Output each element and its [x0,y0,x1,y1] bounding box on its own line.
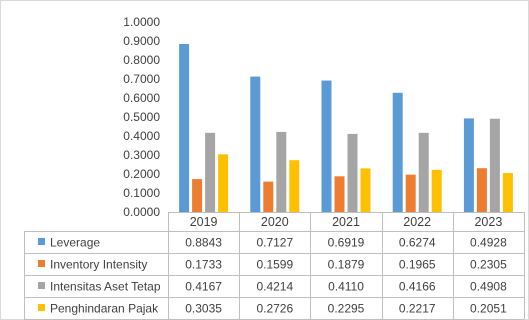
bar-leverage [321,80,332,212]
y-tick-label: 0.2000 [123,167,160,181]
bar-intensitas-aset-tetap [489,118,500,212]
bar-intensitas-aset-tetap [418,132,429,212]
table-cell-value: 0.1879 [328,258,365,272]
y-tick-label: 0.9000 [123,34,160,48]
bar-inventory-intensity [334,176,345,212]
y-tick-label: 0.1000 [123,186,160,200]
legend-key [38,260,45,267]
y-tick-label: 0.7000 [123,72,160,86]
x-tick-label: 2019 [190,215,218,229]
bar-leverage [392,92,403,212]
y-tick-label: 1.0000 [123,15,160,29]
bar-intensitas-aset-tetap [276,131,287,212]
bar-penghindaran-pajak [502,173,513,212]
table-cell-value: 0.2051 [470,302,507,316]
legend-label: Leverage [50,236,100,250]
legend-label: Intensitas Aset Tetap [50,280,161,294]
table-cell-value: 0.2295 [328,302,365,316]
bar-penghindaran-pajak [431,169,442,212]
x-tick-label: 2023 [474,215,502,229]
table-cell-value: 0.7127 [256,236,293,250]
y-tick-label: 0.0000 [123,205,160,219]
table-cell-value: 0.6274 [399,236,436,250]
y-tick-label: 0.4000 [123,129,160,143]
legend-key [38,238,45,245]
bar-leverage [250,76,261,212]
table-cell-value: 0.4908 [470,280,507,294]
bar-penghindaran-pajak [289,160,300,212]
x-tick-label: 2021 [332,215,360,229]
table-cell-value: 0.8843 [185,236,222,250]
y-tick-label: 0.6000 [123,91,160,105]
table-cell-value: 0.4110 [328,280,364,294]
bar-inventory-intensity [405,174,416,212]
table-cell-value: 0.4167 [185,280,222,294]
table-cell-value: 0.4928 [470,236,507,250]
table-cell-value: 0.2305 [470,258,507,272]
bar-inventory-intensity [476,168,487,212]
bars [179,43,513,212]
x-tick-label: 2022 [403,215,431,229]
bar-inventory-intensity [263,181,274,212]
table-cell-value: 0.4166 [399,280,436,294]
table-cell-value: 0.1733 [185,258,222,272]
table-cell-value: 0.4214 [256,280,293,294]
bar-intensitas-aset-tetap [347,133,358,212]
y-tick-label: 0.5000 [123,110,160,124]
table-cell-value: 0.1965 [399,258,436,272]
bar-penghindaran-pajak [360,168,371,212]
legend-label: Inventory Intensity [50,258,147,272]
bar-inventory-intensity [192,179,203,212]
table-cell-value: 0.6919 [328,236,365,250]
data-table: 2019 2020 2021 2022 2023 Leverage 0.8843 0.7127… [24,212,525,320]
x-tick-label: 2020 [261,215,289,229]
legend-key [38,282,45,289]
table-cell-value: 0.2217 [399,302,436,316]
bar-intensitas-aset-tetap [205,132,216,212]
table-cell-value: 0.3035 [185,302,222,316]
y-tick-label: 0.3000 [123,148,160,162]
y-tick-label: 0.8000 [123,53,160,67]
y-axis: 0.0000 0.1000 0.2000 0.3000 0.4000 0.5000 0.60… [123,15,160,219]
bar-leverage [179,43,190,212]
table-cell-value: 0.1599 [256,258,293,272]
bar-leverage [463,118,474,212]
legend-label: Penghindaran Pajak [50,302,159,316]
bar-penghindaran-pajak [218,154,229,212]
table-cell-value: 0.2726 [256,302,293,316]
legend-key [38,304,45,311]
